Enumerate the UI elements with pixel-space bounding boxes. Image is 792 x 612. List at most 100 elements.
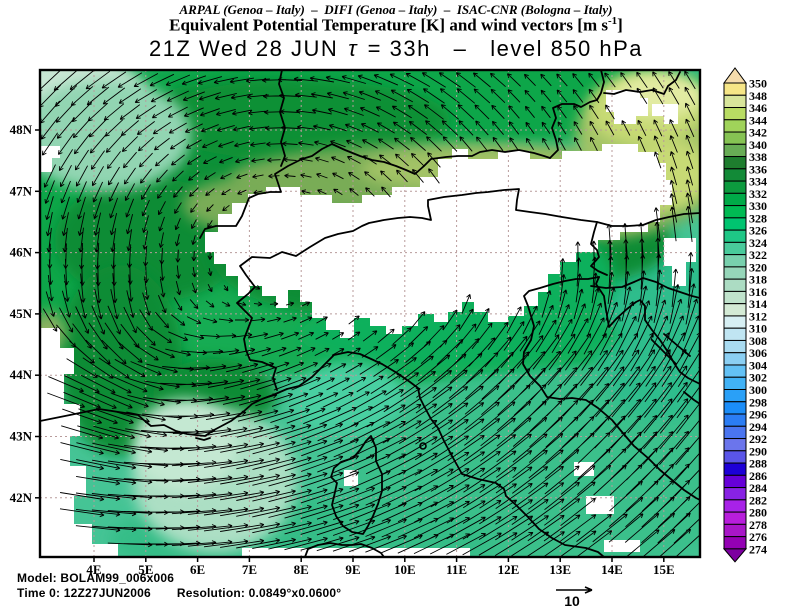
colorbar-label: 320: [749, 260, 767, 274]
colorbar-cell: [723, 241, 747, 256]
colorbar-cell: [723, 254, 747, 268]
x-tick-label: 11E: [446, 562, 467, 577]
colorbar-label: 344: [749, 113, 767, 127]
colorbar-label: 314: [749, 297, 767, 311]
colorbar-label: 292: [749, 432, 767, 446]
institutions-text: ARPAL (Genoa – Italy) – DIFI (Genoa – It…: [179, 2, 613, 17]
colorbar-label: 348: [749, 89, 767, 103]
y-tick-label: 43N: [10, 429, 33, 444]
colorbar-label: 274: [749, 542, 767, 556]
x-tick-label: 5E: [138, 562, 153, 577]
chart-title: Equivalent Potential Temperature [K] and…: [0, 15, 792, 36]
colorbar-label: 342: [749, 126, 767, 140]
colorbar-label: 276: [749, 530, 767, 544]
x-tick-label: 9E: [345, 562, 360, 577]
axis-labels: 4E 5E 6E 7E 8E 9E 10E 11E 12E 13E 14E 15E 48N 47N 46N 4…: [10, 122, 675, 577]
colorbar-label: 284: [749, 481, 767, 495]
colorbar-cell: [723, 364, 747, 378]
x-tick-label: 12E: [498, 562, 520, 577]
colorbar-label: 332: [749, 187, 767, 201]
colorbar-label: 290: [749, 444, 767, 458]
colorbar-label: 326: [749, 224, 767, 238]
colorbar-cell: [723, 94, 747, 109]
x-tick-label: 13E: [549, 562, 571, 577]
colorbar-cell: [723, 462, 747, 476]
colorbar-over-triangle: [723, 67, 747, 84]
colorbar-cell: [723, 438, 747, 452]
colorbar-label: 310: [749, 322, 767, 336]
colorbar-label: 300: [749, 383, 767, 397]
colorbar-cell: [723, 82, 747, 96]
colorbar-label: 336: [749, 162, 767, 176]
title-superscript: -1: [608, 15, 618, 27]
validity-line: 21Z Wed 28 JUN τ = 33h – level 850 hPa: [0, 36, 792, 62]
colorbar-cell: [723, 119, 747, 133]
colorbar-cell: [723, 352, 747, 366]
colorbar-label: 334: [749, 175, 767, 189]
colorbar-label: 306: [749, 346, 767, 360]
y-tick-label: 48N: [10, 122, 33, 137]
colorbar-label: 346: [749, 101, 767, 115]
colorbar-label: 286: [749, 469, 767, 483]
colorbar-cell: [723, 401, 747, 415]
resolution-label: Resolution:: [176, 586, 249, 600]
colorbar-cell: [723, 511, 747, 525]
x-tick-label: 6E: [190, 562, 205, 577]
colorbar-cell: [723, 156, 747, 170]
colorbar-label: 280: [749, 506, 767, 520]
colorbar-label: 296: [749, 408, 767, 422]
colorbar-label: 282: [749, 493, 767, 507]
colorbar-label: 318: [749, 273, 767, 287]
colorbar-cell: [723, 450, 747, 464]
x-tick-label: 15E: [653, 562, 675, 577]
colorbar-label: 298: [749, 395, 767, 409]
tau-symbol: τ: [348, 36, 359, 61]
x-tick-label: 8E: [294, 562, 309, 577]
colorbar-cell: [723, 217, 747, 231]
colorbar-cell: [723, 474, 747, 489]
colorbar-cell: [723, 339, 747, 354]
colorbar-label: 288: [749, 457, 767, 471]
y-tick-label: 45N: [10, 306, 33, 321]
model-value: BOLAM99_006x006: [60, 571, 175, 585]
colorbar-label: 330: [749, 199, 767, 213]
y-tick-label: 46N: [10, 245, 33, 260]
colorbar-cell: [723, 107, 747, 121]
borders-layer: [40, 70, 700, 557]
orography-mask-layer: [40, 90, 696, 556]
colorbar-cell: [723, 499, 747, 513]
colorbar-cell: [723, 536, 747, 550]
y-tick-label: 42N: [10, 490, 33, 505]
colorbar-label: 322: [749, 248, 767, 262]
colorbar-cell: [723, 229, 747, 243]
colorbar-cell: [723, 376, 747, 390]
colorbar-cell: [723, 327, 747, 341]
colorbar-label: 316: [749, 285, 767, 299]
colorbar-label: 328: [749, 211, 767, 225]
colorbar-label: 302: [749, 371, 767, 385]
x-tick-label: 10E: [394, 562, 416, 577]
colorbar-label: 312: [749, 309, 767, 323]
colorbar-cell: [723, 131, 747, 145]
colorbar-cell: [723, 143, 747, 158]
lead-and-level: = 33h – level 850 hPa: [360, 36, 644, 61]
colorbar-cell: [723, 303, 747, 317]
colorbar-label: 324: [749, 236, 767, 250]
time-value: 12Z27JUN2006: [63, 586, 151, 600]
x-tick-label: 7E: [242, 562, 257, 577]
colorbar-label: 340: [749, 138, 767, 152]
model-line: Model: BOLAM99_006x006: [17, 571, 341, 586]
colorbar-cell: [723, 523, 747, 538]
colorbar-cell: [723, 192, 747, 207]
wind-scale-arrow: [556, 586, 593, 594]
resolution-value: 0.0849°x0.0600°: [248, 586, 342, 600]
y-tick-label: 47N: [10, 183, 33, 198]
colorbar-cell: [723, 425, 747, 440]
title-main: Equivalent Potential Temperature [K] and…: [169, 15, 608, 35]
colorbar-cell: [723, 180, 747, 194]
time-line: Time 0: 12Z27JUN2006 Resolution: 0.0849°x…: [17, 586, 341, 601]
model-label: Model:: [17, 571, 61, 585]
wind-arrows-layer: [40, 70, 700, 557]
colorbar-label: 304: [749, 358, 767, 372]
